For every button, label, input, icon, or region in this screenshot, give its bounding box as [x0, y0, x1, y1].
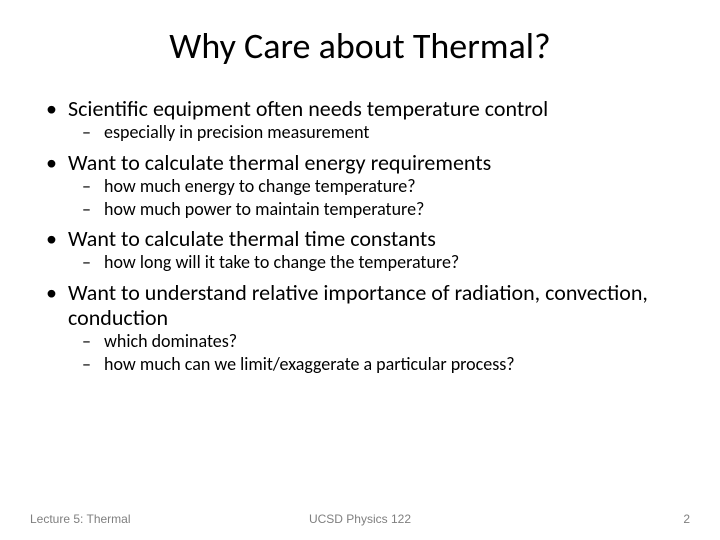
slide-content: Scientific equipment often needs tempera… [40, 96, 680, 375]
sub-bullet-item: especially in precision measurement [82, 121, 680, 144]
sub-bullet-list: how long will it take to change the temp… [68, 251, 680, 274]
bullet-item: Want to calculate thermal time constants… [40, 226, 680, 274]
slide: Why Care about Thermal? Scientific equip… [0, 0, 720, 540]
sub-bullet-list: especially in precision measurement [68, 121, 680, 144]
bullet-item: Want to understand relative importance o… [40, 280, 680, 376]
bullet-text: Scientific equipment often needs tempera… [68, 95, 548, 122]
bullet-text: Want to calculate thermal energy require… [68, 149, 491, 176]
bullet-item: Scientific equipment often needs tempera… [40, 96, 680, 144]
sub-bullet-item: how much can we limit/exaggerate a parti… [82, 353, 680, 376]
bullet-list: Scientific equipment often needs tempera… [40, 96, 680, 375]
sub-bullet-list: which dominates? how much can we limit/e… [68, 330, 680, 375]
slide-footer: Lecture 5: Thermal UCSD Physics 122 2 [0, 512, 720, 526]
sub-bullet-item: how much power to maintain temperature? [82, 198, 680, 221]
sub-bullet-item: how much energy to change temperature? [82, 175, 680, 198]
bullet-text: Want to calculate thermal time constants [68, 225, 436, 252]
bullet-text: Want to understand relative importance o… [68, 279, 648, 331]
slide-title: Why Care about Thermal? [40, 24, 680, 68]
sub-bullet-list: how much energy to change temperature? h… [68, 175, 680, 220]
sub-bullet-item: how long will it take to change the temp… [82, 251, 680, 274]
sub-bullet-item: which dominates? [82, 330, 680, 353]
bullet-item: Want to calculate thermal energy require… [40, 150, 680, 220]
footer-center: UCSD Physics 122 [0, 512, 720, 526]
